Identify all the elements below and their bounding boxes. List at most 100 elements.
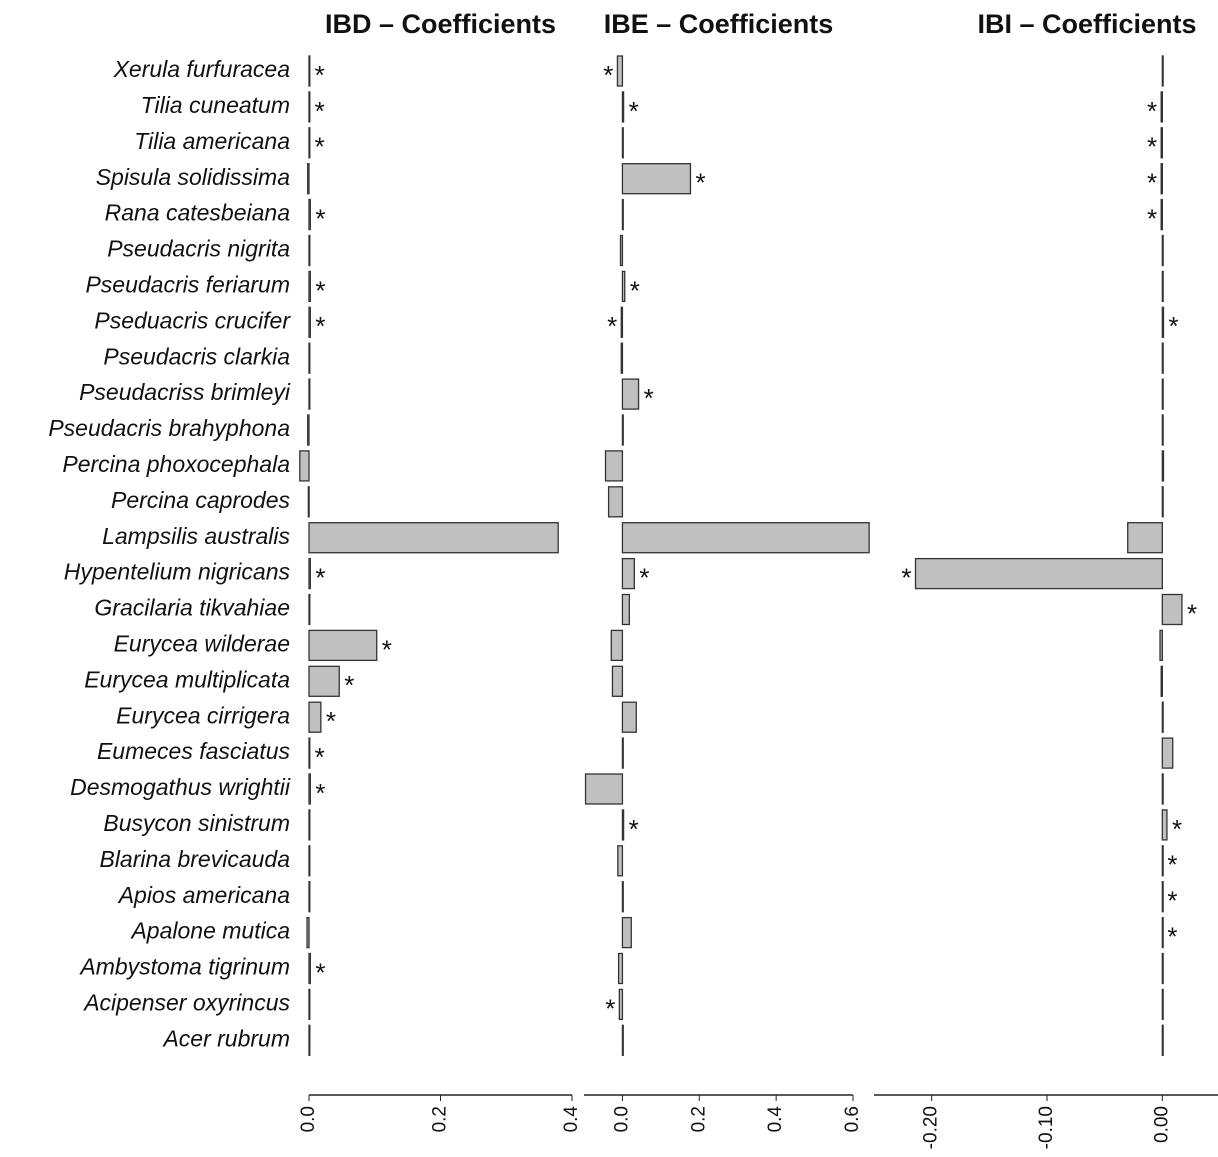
bar (1161, 342, 1164, 374)
bar (1161, 1024, 1164, 1056)
bar (621, 378, 640, 410)
category-label: Desmogathus wrightii (70, 774, 291, 800)
bar (621, 91, 625, 123)
bar (307, 414, 310, 446)
significance-marker: * (315, 957, 325, 987)
bar (308, 809, 311, 841)
bar (617, 952, 624, 985)
bar (1161, 414, 1164, 446)
bar (1161, 270, 1164, 303)
category-label: Blarina brevicauda (99, 846, 290, 872)
bar (1161, 952, 1164, 985)
bar (308, 665, 340, 697)
x-tick-label: 0.4 (561, 1106, 582, 1133)
bar (308, 522, 559, 554)
bar (1161, 916, 1164, 949)
bar (1160, 91, 1163, 123)
category-label: Busycon sinistrum (103, 810, 290, 836)
x-tick-label: -0.10 (1036, 1106, 1057, 1149)
bar (308, 234, 311, 267)
x-tick-label: 0.4 (765, 1106, 786, 1133)
bar (1161, 450, 1165, 482)
x-tick-label: 0.6 (842, 1106, 863, 1132)
bar (1161, 809, 1168, 841)
bar (617, 845, 624, 877)
category-label: Eumeces fasciatus (97, 738, 291, 764)
bar (620, 342, 624, 374)
category-label: Pseudacriss brimleyi (79, 379, 291, 405)
significance-marker: * (1147, 132, 1157, 162)
bar (308, 342, 311, 374)
category-label: Eurycea multiplicata (84, 666, 290, 692)
significance-marker: * (1167, 850, 1177, 880)
bar (618, 988, 624, 1021)
category-label: Apalone mutica (129, 918, 290, 944)
bar (1160, 163, 1163, 195)
category-label: Hypentelium nigricans (64, 559, 291, 585)
significance-marker: * (629, 96, 639, 126)
category-label: Ambystoma tigrinum (78, 954, 290, 980)
significance-marker: * (315, 60, 325, 90)
bar (1160, 198, 1163, 231)
significance-marker: * (1187, 598, 1197, 628)
significance-marker: * (315, 778, 325, 808)
significance-marker: * (629, 814, 639, 844)
category-label: Gracilaria tikvahiae (94, 595, 290, 621)
category-label: Eurycea wilderae (114, 630, 290, 656)
category-label: Tilia cuneatum (141, 92, 290, 118)
significance-marker: * (315, 562, 325, 592)
significance-marker: * (605, 993, 615, 1023)
bar (1161, 988, 1164, 1021)
x-tick-label: 0.0 (611, 1106, 632, 1132)
bar (1161, 55, 1164, 87)
panel-title: IBE – Coefficients (604, 9, 834, 39)
category-label: Percina phoxocephala (62, 451, 290, 477)
bar (1127, 522, 1163, 554)
bar (621, 127, 624, 159)
bar (621, 1024, 624, 1056)
bar (308, 952, 311, 985)
bar (621, 737, 624, 769)
bar (1161, 234, 1164, 267)
category-label: Lampsilis australis (102, 523, 290, 549)
significance-marker: * (326, 706, 336, 736)
significance-marker: * (901, 562, 911, 592)
category-label: Percina caprodes (111, 487, 290, 513)
bar (584, 773, 624, 805)
bar (1161, 486, 1164, 518)
bar (1161, 306, 1165, 338)
bar (914, 557, 1163, 590)
bar (308, 629, 378, 662)
category-label: Tilia americana (134, 128, 290, 154)
bar (1161, 593, 1183, 626)
significance-marker: * (1172, 814, 1182, 844)
bar (1161, 881, 1164, 913)
significance-marker: * (315, 203, 325, 233)
significance-marker: * (630, 275, 640, 305)
bar (621, 270, 626, 303)
significance-marker: * (315, 742, 325, 772)
bar (621, 557, 635, 590)
bar (621, 163, 692, 195)
category-label: Pseudacris feriarum (85, 271, 290, 297)
category-label: Spisula solidissima (96, 164, 290, 190)
category-label: Xerula furfuracea (113, 56, 290, 82)
bar (1161, 845, 1164, 877)
significance-marker: * (1147, 203, 1157, 233)
bar (308, 127, 311, 159)
bar (621, 809, 625, 841)
bar (308, 557, 311, 590)
bar (620, 306, 624, 338)
x-tick-label: 0.00 (1151, 1106, 1172, 1143)
bar (308, 701, 322, 733)
category-label: Eurycea cirrigera (116, 702, 290, 728)
significance-marker: * (344, 670, 354, 700)
bar (308, 378, 311, 410)
significance-marker: * (1167, 886, 1177, 916)
x-tick-label: 0.2 (430, 1106, 451, 1132)
bar (621, 701, 637, 733)
bar (308, 773, 311, 805)
bar (1160, 665, 1163, 697)
significance-marker: * (382, 634, 392, 664)
